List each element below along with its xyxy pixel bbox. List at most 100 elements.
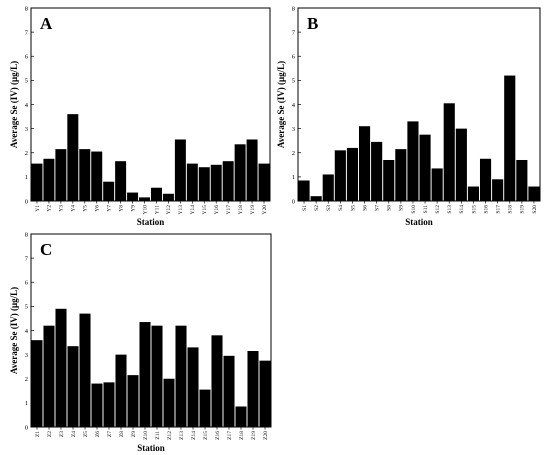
panel-b-frame [297, 7, 541, 202]
x-tick-label-s9: S9 [399, 205, 405, 211]
x-tick-label-z10: Z10 [143, 431, 149, 440]
bar-y1 [31, 163, 43, 201]
bar-z10 [139, 322, 151, 427]
y-tick-label-3: 3 [25, 352, 28, 359]
bar-s16 [479, 158, 492, 201]
x-tick-label-y2: Y2 [47, 205, 53, 212]
bar-y7 [103, 181, 115, 201]
bar-z11 [151, 325, 163, 427]
bar-s13 [443, 103, 455, 201]
bar-s3 [322, 174, 334, 201]
x-tick-label-s18: S18 [508, 205, 514, 214]
bar-z9 [127, 375, 139, 427]
y-tick-label-0: 0 [25, 424, 28, 431]
x-tick-label-z20: Z20 [263, 431, 269, 440]
bar-s9 [395, 149, 407, 201]
panel-c-letter: C [40, 240, 52, 259]
bar-z20 [259, 360, 271, 427]
y-tick-label-5: 5 [292, 78, 295, 85]
y-tick-label-8: 8 [25, 5, 28, 12]
bar-z8 [115, 354, 127, 428]
x-tick-label-y18: Y18 [238, 205, 244, 215]
bar-z16 [211, 335, 223, 427]
x-tick-label-z13: Z13 [179, 431, 185, 440]
x-tick-label-z18: Z18 [239, 431, 245, 440]
x-tick-label-z17: Z17 [227, 431, 233, 440]
x-tick-label-z6: Z6 [95, 431, 101, 437]
x-tick-label-y19: Y19 [250, 205, 256, 215]
panel-a: Y1 Y2 Y3 Y4 Y5 Y6 Y7 Y8 Y9 Y10 Y11 Y12 Y13 Y14 Y15 Y16 Y… [9, 5, 271, 227]
x-tick-label-y11: Y11 [154, 205, 160, 215]
panel-b-x-axis-label: Station [405, 217, 433, 227]
x-tick-label-z12: Z12 [167, 431, 173, 440]
bar-y17 [222, 161, 234, 201]
bar-y10 [139, 197, 151, 201]
y-tick-label-0: 0 [292, 198, 295, 205]
y-tick-label-3: 3 [292, 126, 295, 133]
y-tick-label-4: 4 [25, 328, 29, 335]
y-tick-label-8: 8 [25, 231, 28, 238]
x-tick-label-s19: S19 [520, 205, 526, 214]
x-tick-label-z16: Z16 [215, 431, 221, 440]
bar-z6 [91, 383, 103, 427]
x-tick-label-s15: S15 [471, 205, 477, 214]
bar-s11 [419, 134, 431, 201]
x-tick-label-y8: Y8 [118, 205, 124, 212]
x-tick-label-y7: Y7 [106, 205, 112, 212]
bar-z17 [223, 355, 235, 427]
bar-s6 [358, 126, 371, 201]
x-tick-label-y9: Y9 [130, 205, 136, 212]
x-tick-label-s2: S2 [314, 205, 320, 211]
y-tick-label-7: 7 [25, 255, 29, 262]
y-tick-label-6: 6 [292, 54, 296, 61]
x-tick-label-y14: Y14 [190, 205, 196, 215]
x-tick-label-s4: S4 [338, 205, 344, 211]
bar-s17 [492, 179, 504, 201]
x-tick-label-s11: S11 [423, 205, 429, 214]
panel-a-x-axis-label: Station [137, 217, 165, 227]
bar-y15 [198, 167, 210, 201]
bar-z14 [187, 347, 199, 427]
bar-z7 [103, 382, 115, 427]
bar-y18 [234, 144, 246, 201]
bar-s5 [346, 147, 359, 201]
bar-y11 [150, 187, 162, 201]
bar-y5 [79, 149, 91, 201]
x-tick-label-s7: S7 [374, 205, 380, 211]
x-tick-label-y15: Y15 [202, 205, 208, 215]
x-tick-label-s6: S6 [362, 205, 368, 211]
x-tick-label-z1: Z1 [35, 431, 41, 437]
y-tick-label-2: 2 [25, 150, 28, 157]
x-tick-label-s14: S14 [459, 205, 465, 214]
x-tick-label-s8: S8 [387, 205, 393, 211]
x-tick-label-s16: S16 [483, 205, 489, 214]
x-tick-label-z9: Z9 [131, 431, 137, 437]
y-tick-label-4: 4 [25, 102, 29, 109]
bar-s20 [528, 186, 540, 201]
y-tick-label-3: 3 [25, 126, 28, 133]
x-tick-label-s5: S5 [350, 205, 356, 211]
y-tick-label-8: 8 [292, 5, 295, 12]
x-tick-label-z8: Z8 [119, 431, 125, 437]
panel-b-letter: B [307, 14, 318, 33]
x-tick-label-s12: S12 [435, 205, 441, 214]
x-tick-label-y10: Y10 [142, 205, 148, 215]
bar-z4 [67, 346, 79, 427]
bar-y12 [162, 193, 174, 201]
x-tick-label-y16: Y16 [214, 205, 220, 215]
x-tick-label-y6: Y6 [95, 205, 101, 212]
bar-s1 [298, 180, 310, 201]
panel-b: S1 S2 S3 S4 S5 S6 S7 S8 S9 S10 S11 S12 S13 S14 S15 S16 S… [276, 5, 541, 227]
bar-y20 [258, 163, 270, 201]
x-tick-label-s17: S17 [495, 205, 501, 214]
x-tick-label-s3: S3 [326, 205, 332, 211]
bar-s12 [431, 168, 443, 201]
bar-z12 [163, 378, 175, 427]
bar-y9 [127, 192, 139, 201]
y-tick-label-5: 5 [25, 78, 28, 85]
x-tick-label-s13: S13 [447, 205, 453, 214]
x-tick-label-z4: Z4 [71, 431, 77, 437]
bar-y16 [210, 164, 222, 201]
y-tick-label-1: 1 [25, 400, 28, 407]
